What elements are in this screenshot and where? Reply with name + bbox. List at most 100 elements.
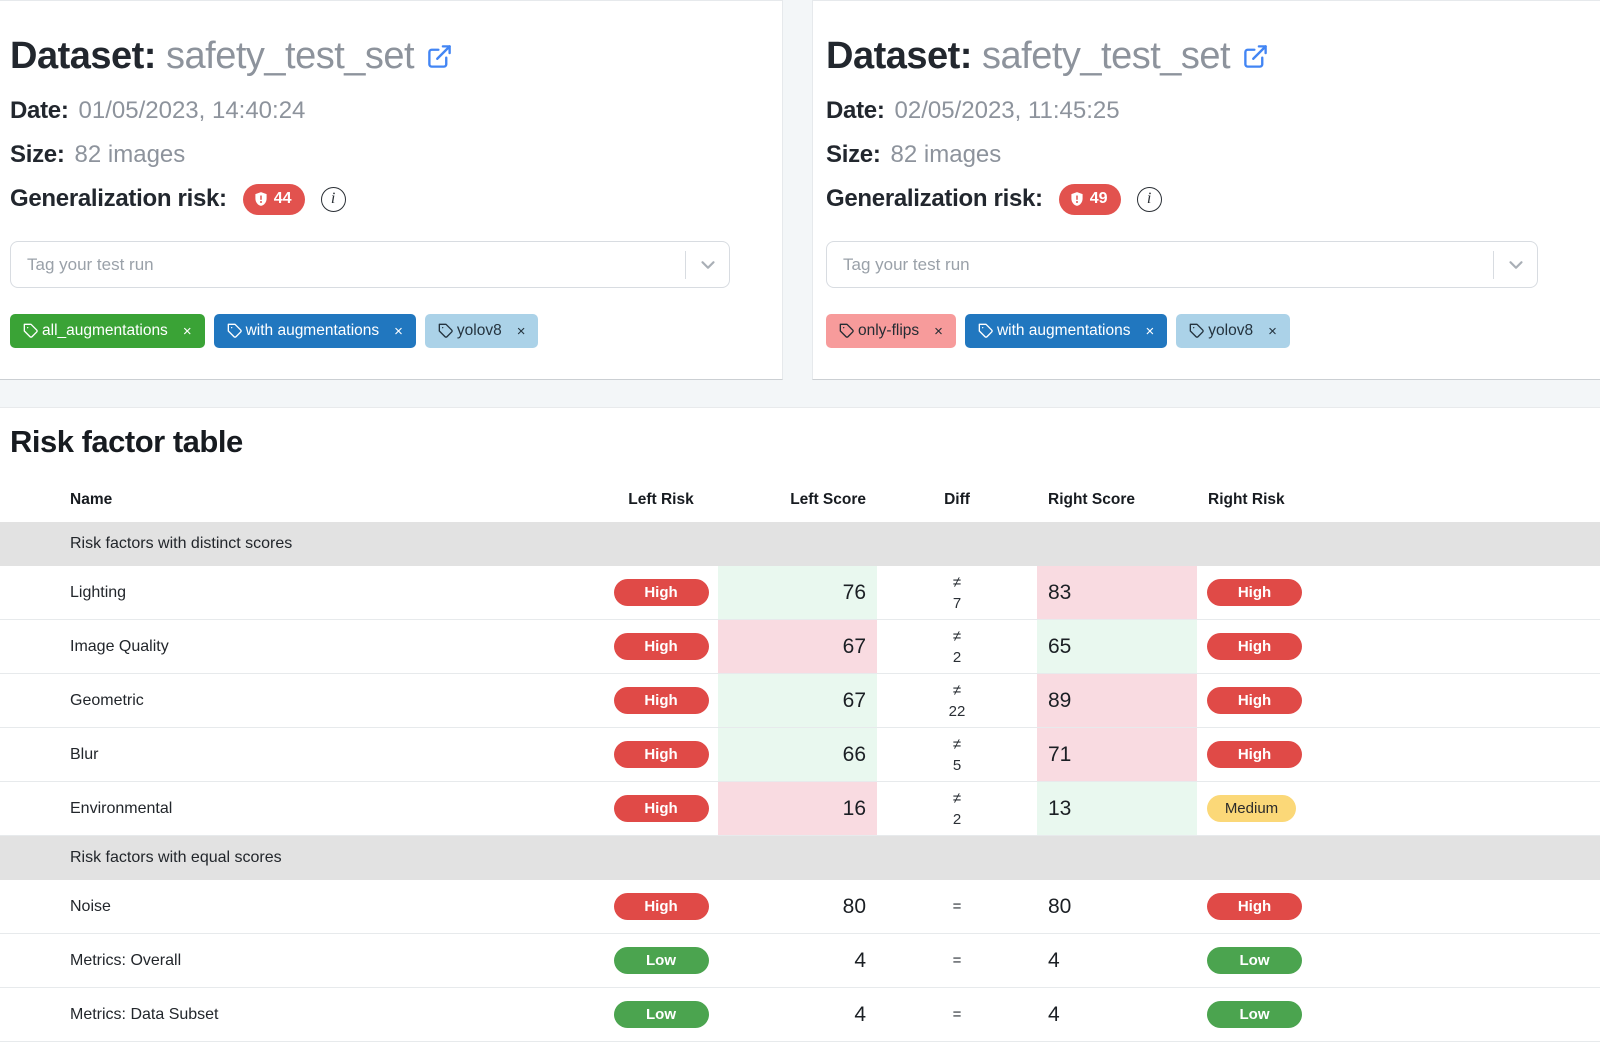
left-score-cell: 67 xyxy=(718,674,877,727)
left-score-cell: 80 xyxy=(842,894,866,918)
left-score-cell: 66 xyxy=(718,728,877,781)
remove-tag-icon[interactable]: × xyxy=(1145,322,1155,340)
dataset-title: Dataset: safety_test_set xyxy=(826,31,1600,83)
tag-label: only-flips xyxy=(858,322,920,339)
diff-symbol: ≠ xyxy=(952,735,962,753)
left-dataset-card: Dataset: safety_test_set Date: 01/05/202… xyxy=(0,0,783,380)
risk-factor-name: Blur xyxy=(70,745,99,763)
left-risk-badge: Low xyxy=(613,947,709,974)
right-risk-cell: High xyxy=(1197,674,1367,727)
left-risk-badge: High xyxy=(613,579,709,606)
left-risk-badge: High xyxy=(613,687,709,714)
right-risk-cell: High xyxy=(1197,728,1367,781)
shield-alert-icon xyxy=(255,192,267,206)
table-row: Blur High 66 ≠ 5 71 High xyxy=(0,728,1600,782)
tag-input[interactable] xyxy=(10,241,730,288)
tag-chip: yolov8 × xyxy=(424,314,539,348)
risk-factor-name: Environmental xyxy=(70,799,173,817)
remove-tag-icon[interactable]: × xyxy=(516,322,526,340)
right-risk-cell: High xyxy=(1197,880,1367,933)
column-header-left-score: Left Score xyxy=(790,491,866,508)
risk-score-value: 44 xyxy=(273,190,292,207)
remove-tag-icon[interactable]: × xyxy=(934,322,943,340)
diff-value: 22 xyxy=(948,702,966,720)
left-risk-cell: High xyxy=(604,782,718,835)
left-risk-cell: High xyxy=(604,566,718,619)
generalization-risk-row: Generalization risk: 44 i xyxy=(10,183,782,215)
table-row: Noise High 80 = 80 High xyxy=(0,880,1600,934)
tag-chip: with augmentations × xyxy=(213,314,416,348)
table-title: Risk factor table xyxy=(10,424,243,459)
shield-alert-icon xyxy=(1071,192,1083,206)
date-label: Date: xyxy=(10,97,69,124)
remove-tag-icon[interactable]: × xyxy=(394,322,403,340)
dataset-title: Dataset: safety_test_set xyxy=(10,31,782,83)
date-row: Date: 02/05/2023, 11:45:25 xyxy=(826,95,1600,127)
risk-factor-name: Metrics: Overall xyxy=(70,951,182,969)
tag-label: with augmentations xyxy=(245,322,380,339)
tag-chip: yolov8 × xyxy=(1176,314,1290,348)
diff-symbol: = xyxy=(952,898,962,915)
right-score-cell: 4 xyxy=(1048,948,1060,972)
diff-cell: ≠ 7 xyxy=(877,566,1037,619)
dataset-comparison-header: Dataset: safety_test_set Date: 01/05/202… xyxy=(0,0,1600,408)
info-icon[interactable]: i xyxy=(320,186,346,212)
tag-label: yolov8 xyxy=(1208,322,1254,339)
remove-tag-icon[interactable]: × xyxy=(182,322,192,340)
table-row: Environmental High 16 ≠ 2 13 Medium xyxy=(0,782,1600,836)
external-link-icon[interactable] xyxy=(1242,33,1269,83)
diff-value: 7 xyxy=(952,594,962,612)
tag-chip: with augmentations × xyxy=(964,314,1168,348)
tag-input[interactable] xyxy=(826,241,1538,288)
right-risk-badge: Low xyxy=(1207,947,1302,974)
size-value: 82 images xyxy=(890,141,1002,168)
column-header-right-risk: Right Risk xyxy=(1208,491,1285,508)
right-score-cell: 83 xyxy=(1037,566,1197,619)
right-risk-badge: Medium xyxy=(1207,795,1296,822)
risk-factor-name: Lighting xyxy=(70,583,127,601)
right-score-cell: 89 xyxy=(1037,674,1197,727)
size-label: Size: xyxy=(10,141,65,168)
tag-chip: all_augmentations × xyxy=(10,314,205,348)
right-risk-cell: Low xyxy=(1197,988,1367,1041)
size-label: Size: xyxy=(826,141,881,168)
column-header-left-risk: Left Risk xyxy=(628,491,694,508)
left-risk-badge: Low xyxy=(613,1001,709,1028)
table-header-row: Name Left Risk Left Score Diff Right Sco… xyxy=(0,478,1600,522)
left-risk-cell: High xyxy=(604,728,718,781)
tag-label: all_augmentations xyxy=(42,322,168,339)
chevron-down-icon[interactable] xyxy=(697,254,719,276)
diff-symbol: ≠ xyxy=(952,681,962,699)
diff-cell: = xyxy=(877,988,1037,1041)
diff-symbol: = xyxy=(952,952,962,969)
generalization-risk-label: Generalization risk: xyxy=(10,185,227,212)
table-section-header: Risk factors with distinct scores xyxy=(0,522,1600,566)
left-risk-cell: High xyxy=(604,674,718,727)
size-row: Size: 82 images xyxy=(826,139,1600,171)
left-risk-badge: High xyxy=(613,741,709,768)
left-risk-badge: High xyxy=(613,893,709,920)
diff-symbol: ≠ xyxy=(952,573,962,591)
left-score-cell: 76 xyxy=(718,566,877,619)
remove-tag-icon[interactable]: × xyxy=(1268,322,1277,340)
tag-icon xyxy=(978,323,993,338)
size-row: Size: 82 images xyxy=(10,139,782,171)
input-divider xyxy=(685,250,686,279)
risk-factor-name: Metrics: Data Subset xyxy=(70,1005,219,1023)
right-risk-cell: High xyxy=(1197,566,1367,619)
dataset-name: safety_test_set xyxy=(982,35,1231,77)
tag-chip: only-flips × xyxy=(826,314,956,348)
left-risk-cell: Low xyxy=(604,988,718,1041)
diff-cell: = xyxy=(877,880,1037,933)
column-header-right-score: Right Score xyxy=(1048,491,1135,508)
right-dataset-card: Dataset: safety_test_set Date: 02/05/202… xyxy=(812,0,1600,380)
external-link-icon[interactable] xyxy=(426,33,453,83)
table-row: Metrics: Overall Low 4 = 4 Low xyxy=(0,934,1600,988)
info-icon[interactable]: i xyxy=(1136,186,1162,212)
table-row: Image Quality High 67 ≠ 2 65 High xyxy=(0,620,1600,674)
tags-row: only-flips × with augmentations × yolov8… xyxy=(826,314,1600,348)
right-risk-cell: Low xyxy=(1197,934,1367,987)
left-score-cell: 4 xyxy=(854,1002,866,1026)
right-risk-badge: High xyxy=(1207,893,1302,920)
chevron-down-icon[interactable] xyxy=(1505,254,1527,276)
